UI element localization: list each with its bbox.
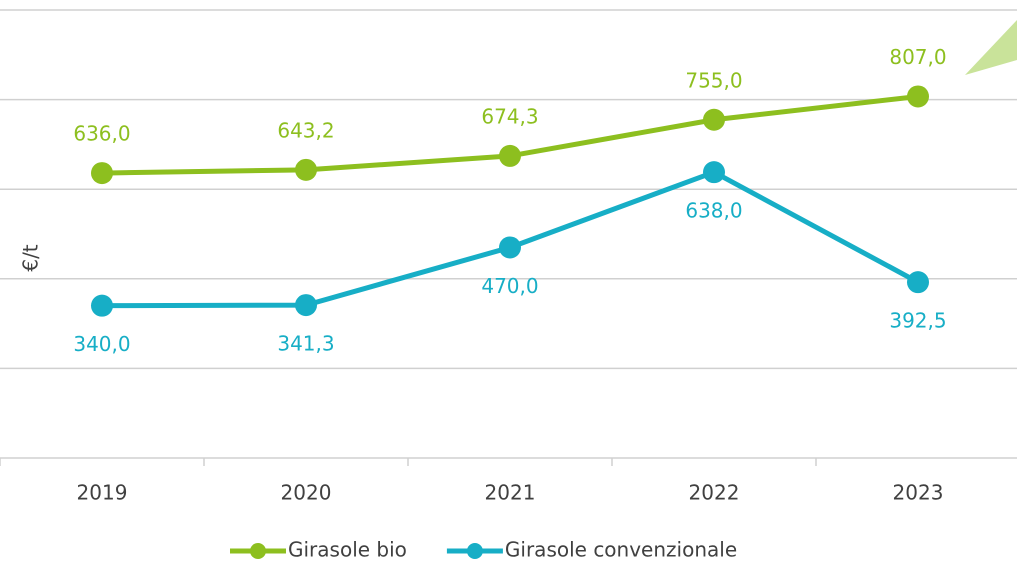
data-point [499, 144, 521, 167]
x-tick-label: 2019 [77, 481, 128, 505]
data-label: 636,0 [73, 122, 130, 146]
x-tick-label: 2021 [485, 481, 536, 505]
legend-label: Girasole bio [288, 538, 407, 562]
data-point [907, 85, 929, 108]
data-label: 340,0 [73, 332, 130, 356]
data-point [91, 294, 113, 317]
data-label: 674,3 [481, 104, 538, 128]
x-tick-label: 2020 [281, 481, 332, 505]
data-label: 392,5 [889, 309, 946, 333]
data-point [295, 294, 317, 317]
data-point [91, 162, 113, 185]
data-point [499, 236, 521, 259]
legend-swatch [250, 543, 266, 559]
x-tick-label: 2023 [893, 481, 944, 505]
data-label: 470,0 [481, 274, 538, 298]
y-axis-label: €/t [19, 244, 43, 271]
data-label: 638,0 [685, 199, 742, 223]
data-label: 755,0 [685, 68, 742, 92]
data-point [703, 161, 725, 184]
data-label: 643,2 [277, 118, 334, 142]
legend-label: Girasole convenzionale [505, 538, 737, 562]
legend-swatch [466, 543, 483, 559]
data-point [295, 158, 317, 181]
data-label: 807,0 [889, 45, 946, 69]
decoration [965, 20, 1017, 75]
data-point [703, 108, 725, 131]
data-label: 341,3 [277, 332, 334, 356]
x-tick-label: 2022 [689, 481, 740, 505]
data-point [907, 271, 929, 294]
